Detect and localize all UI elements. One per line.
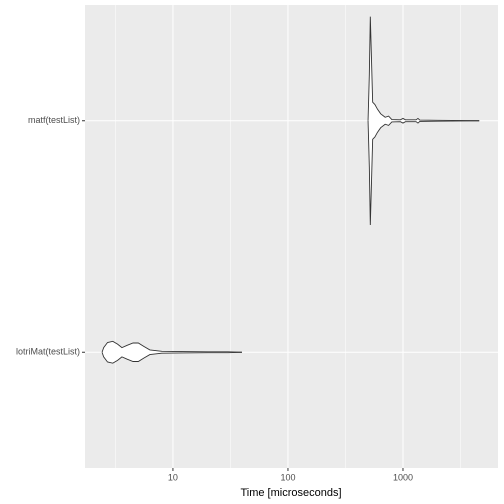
violin-upper (101, 340, 242, 353)
violin-upper (367, 16, 480, 122)
x-axis-title: Time [microseconds] (240, 487, 341, 499)
panel (85, 5, 498, 468)
violin-lower (367, 120, 480, 225)
y-tick-label: matf(testList) (28, 115, 80, 125)
x-tick-label: 10 (168, 472, 178, 482)
violin-lower (101, 351, 242, 364)
y-tick-label: lotriMat(testList) (16, 347, 80, 357)
marks (101, 16, 480, 364)
x-tick-label: 100 (280, 472, 295, 482)
x-tick-label: 1000 (393, 472, 413, 482)
